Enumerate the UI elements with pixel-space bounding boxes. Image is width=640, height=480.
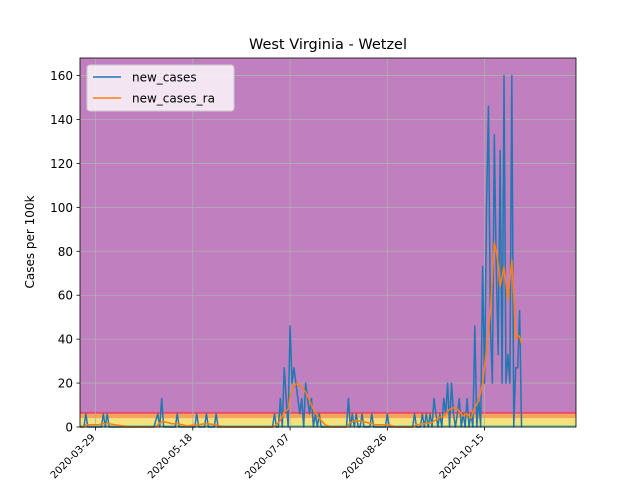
y-axis-label: Cases per 100k bbox=[23, 195, 37, 288]
risk-band-2 bbox=[80, 413, 576, 419]
y-tick-label-140: 140 bbox=[50, 113, 73, 127]
legend-label-new_cases: new_cases bbox=[132, 71, 197, 85]
legend-label-new_cases_ra: new_cases_ra bbox=[132, 92, 215, 106]
axes-frame bbox=[79, 57, 577, 428]
y-tick-label-20: 20 bbox=[58, 377, 73, 391]
risk-band-3 bbox=[80, 411, 576, 414]
x-tick-label-2020-03-29: 2020-03-29 bbox=[49, 432, 98, 480]
risk-band-1 bbox=[80, 418, 576, 425]
legend: new_cases new_cases_ra bbox=[86, 64, 235, 112]
y-tick-label-0: 0 bbox=[65, 421, 73, 435]
y-tick-label-60: 60 bbox=[58, 289, 73, 303]
x-tick-label-2020-10-15: 2020-10-15 bbox=[438, 432, 487, 480]
y-tick-label-100: 100 bbox=[50, 201, 73, 215]
x-tick-label-2020-08-26: 2020-08-26 bbox=[341, 432, 390, 480]
y-tick-label-120: 120 bbox=[50, 157, 73, 171]
y-tick-label-80: 80 bbox=[58, 245, 73, 259]
legend-box bbox=[86, 64, 235, 112]
y-tick-label-160: 160 bbox=[50, 69, 73, 83]
plot-frame bbox=[79, 57, 577, 428]
y-tick-label-40: 40 bbox=[58, 333, 73, 347]
x-tick-label-2020-07-07: 2020-07-07 bbox=[243, 432, 292, 480]
series-line-new_cases_ra bbox=[80, 241, 523, 428]
x-tick-label-2020-05-18: 2020-05-18 bbox=[146, 432, 195, 480]
chart-title: West Virginia - Wetzel bbox=[249, 37, 407, 53]
